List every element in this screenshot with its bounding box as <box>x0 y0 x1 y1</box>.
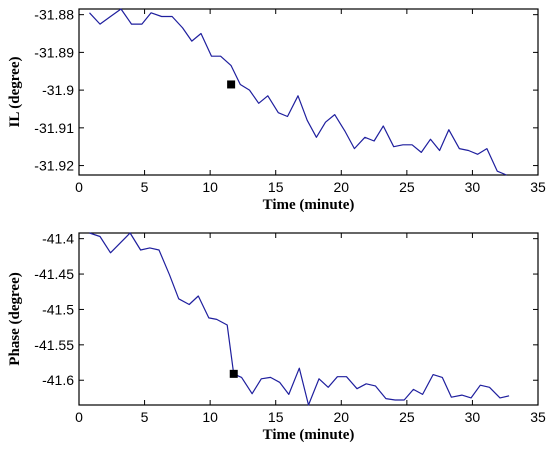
x-axis-label: Time (minute) <box>263 427 355 443</box>
x-tick-label: 15 <box>268 409 284 425</box>
y-tick-label: -31.91 <box>34 120 74 136</box>
x-tick-label: 10 <box>202 179 218 195</box>
y-tick-label: -31.9 <box>42 82 74 98</box>
plot-frame <box>78 232 539 406</box>
x-tick-label: 35 <box>530 179 546 195</box>
x-tick-label: 30 <box>465 179 481 195</box>
x-tick-label: 5 <box>141 179 149 195</box>
x-tick-label: 25 <box>399 179 415 195</box>
x-tick-label: 0 <box>75 409 83 425</box>
x-tick-label: 20 <box>333 179 349 195</box>
x-tick-label: 20 <box>333 409 349 425</box>
y-tick-label: -41.4 <box>42 231 74 247</box>
y-tick-label: -31.89 <box>34 44 74 60</box>
x-tick-label: 25 <box>399 409 415 425</box>
phase-chart: 0 5 10 15 20 25 30 35 -41.4 -41.45 -41.5 -41.55 -41.… <box>7 231 546 443</box>
y-tick-label: -41.6 <box>42 372 74 388</box>
y-axis-label: Phase (degree) <box>7 272 23 365</box>
series-line <box>89 232 510 406</box>
x-tick-label: 10 <box>202 409 218 425</box>
y-tick-label: -31.92 <box>34 158 74 174</box>
x-tick-label: 5 <box>141 409 149 425</box>
series-line <box>89 8 507 176</box>
x-tick-label: 30 <box>465 409 481 425</box>
y-tick-label: -31.88 <box>34 7 74 23</box>
x-tick-label: 0 <box>75 179 83 195</box>
x-tick-label: 15 <box>268 179 284 195</box>
x-tick-label: 35 <box>530 409 546 425</box>
y-tick-label: -41.55 <box>34 337 74 353</box>
il-chart: 0 5 10 15 20 25 30 35 -31.88 -31.89 -31.9 -31.91 -31… <box>7 7 546 213</box>
marker-point <box>229 369 238 378</box>
y-tick-label: -41.5 <box>42 301 74 317</box>
x-axis-label: Time (minute) <box>263 197 355 213</box>
y-axis-label: IL (degree) <box>7 57 23 128</box>
y-tick-label: -41.45 <box>34 266 74 282</box>
marker-point <box>227 80 236 89</box>
plot-frame <box>78 8 539 176</box>
